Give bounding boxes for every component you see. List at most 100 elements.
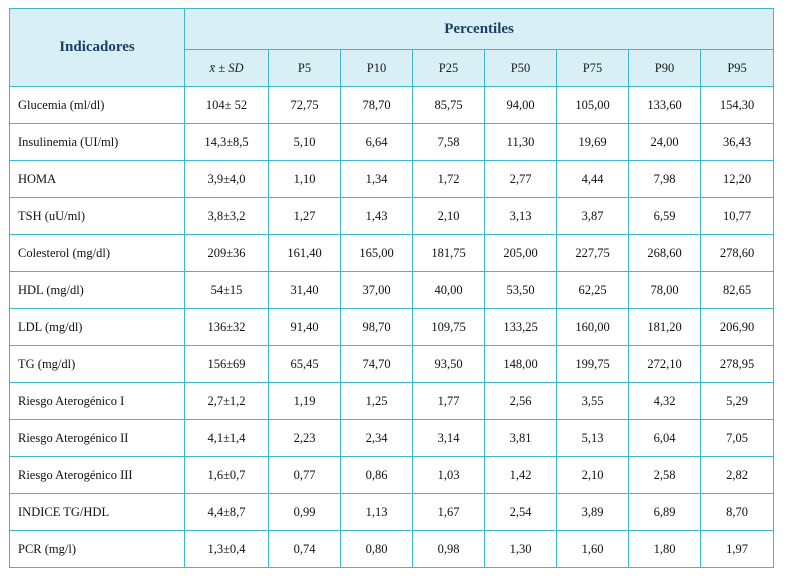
cell-p50: 1,30 — [484, 530, 557, 568]
cell-p50: 11,30 — [484, 123, 557, 161]
cell-p95: 7,05 — [699, 419, 775, 457]
cell-p10: 1,43 — [340, 197, 413, 235]
cell-p90: 6,89 — [628, 493, 701, 531]
cell-p5: 1,27 — [268, 197, 341, 235]
cell-p25: 1,67 — [412, 493, 485, 531]
cell-p95: 36,43 — [699, 123, 775, 161]
cell-p90: 4,32 — [628, 382, 701, 420]
percentiles-table: Indicadores Percentiles x̄ ± SD P5 P10 P… — [9, 8, 775, 568]
subheader-p50: P50 — [484, 49, 557, 87]
cell-p75: 3,55 — [556, 382, 629, 420]
cell-p95: 154,30 — [699, 86, 775, 124]
row-label: Riesgo Aterogénico II — [9, 419, 185, 457]
row-label: HDL (mg/dl) — [9, 271, 185, 309]
cell-p95: 278,60 — [699, 234, 775, 272]
row-label: LDL (mg/dl) — [9, 308, 185, 346]
cell-p10: 74,70 — [340, 345, 413, 383]
cell-p75: 105,00 — [556, 86, 629, 124]
cell-mean-sd: 4,4±8,7 — [184, 493, 269, 531]
cell-p25: 93,50 — [412, 345, 485, 383]
cell-p5: 0,99 — [268, 493, 341, 531]
cell-p75: 62,25 — [556, 271, 629, 309]
cell-mean-sd: 2,7±1,2 — [184, 382, 269, 420]
cell-p50: 2,77 — [484, 160, 557, 198]
cell-mean-sd: 3,8±3,2 — [184, 197, 269, 235]
cell-p95: 278,95 — [699, 345, 775, 383]
cell-p90: 268,60 — [628, 234, 701, 272]
cell-mean-sd: 1,3±0,4 — [184, 530, 269, 568]
cell-p50: 3,13 — [484, 197, 557, 235]
percentiles-table-container: Indicadores Percentiles x̄ ± SD P5 P10 P… — [9, 8, 775, 568]
cell-p90: 181,20 — [628, 308, 701, 346]
row-label: PCR (mg/l) — [9, 530, 185, 568]
cell-p25: 1,03 — [412, 456, 485, 494]
cell-p90: 24,00 — [628, 123, 701, 161]
cell-p90: 6,59 — [628, 197, 701, 235]
cell-p50: 94,00 — [484, 86, 557, 124]
table-row: HDL (mg/dl) 54±15 31,40 37,00 40,00 53,50 62,2… — [9, 271, 775, 309]
cell-p10: 37,00 — [340, 271, 413, 309]
cell-p75: 1,60 — [556, 530, 629, 568]
cell-p5: 72,75 — [268, 86, 341, 124]
cell-p5: 65,45 — [268, 345, 341, 383]
cell-p95: 10,77 — [699, 197, 775, 235]
table-row: Riesgo Aterogénico II 4,1±1,4 2,23 2,34 3,14… — [9, 419, 775, 457]
cell-p95: 5,29 — [699, 382, 775, 420]
cell-p5: 5,10 — [268, 123, 341, 161]
cell-p90: 78,00 — [628, 271, 701, 309]
cell-mean-sd: 136±32 — [184, 308, 269, 346]
cell-mean-sd: 3,9±4,0 — [184, 160, 269, 198]
cell-p10: 1,13 — [340, 493, 413, 531]
subheader-p10: P10 — [340, 49, 413, 87]
cell-p90: 133,60 — [628, 86, 701, 124]
cell-p95: 2,82 — [699, 456, 775, 494]
cell-p95: 206,90 — [699, 308, 775, 346]
table-body: Glucemia (ml/dl) 104± 52 72,75 78,70 85,75 94… — [9, 86, 775, 568]
cell-p5: 2,23 — [268, 419, 341, 457]
row-label: Colesterol (mg/dl) — [9, 234, 185, 272]
cell-p95: 8,70 — [699, 493, 775, 531]
cell-p75: 5,13 — [556, 419, 629, 457]
cell-p75: 2,10 — [556, 456, 629, 494]
row-label: TSH (uU/ml) — [9, 197, 185, 235]
subheader-mean-sd: x̄ ± SD — [184, 49, 269, 87]
table-row: LDL (mg/dl) 136±32 91,40 98,70 109,75 133,25 1… — [9, 308, 775, 346]
table-row: TSH (uU/ml) 3,8±3,2 1,27 1,43 2,10 3,13 3,87 6,… — [9, 197, 775, 235]
cell-p50: 133,25 — [484, 308, 557, 346]
cell-mean-sd: 4,1±1,4 — [184, 419, 269, 457]
cell-p95: 1,97 — [699, 530, 775, 568]
cell-p10: 6,64 — [340, 123, 413, 161]
table-row: Riesgo Aterogénico I 2,7±1,2 1,19 1,25 1,77 2… — [9, 382, 775, 420]
cell-p25: 7,58 — [412, 123, 485, 161]
cell-p25: 1,77 — [412, 382, 485, 420]
cell-p50: 205,00 — [484, 234, 557, 272]
cell-mean-sd: 54±15 — [184, 271, 269, 309]
cell-p75: 227,75 — [556, 234, 629, 272]
cell-p50: 2,56 — [484, 382, 557, 420]
table-row: TG (mg/dl) 156±69 65,45 74,70 93,50 148,00 199… — [9, 345, 775, 383]
header-row-top: Indicadores Percentiles — [9, 8, 775, 87]
subheader-p95: P95 — [699, 49, 775, 87]
cell-p5: 31,40 — [268, 271, 341, 309]
table-row: Insulinemia (UI/ml) 14,3±8,5 5,10 6,64 7,58 1… — [9, 123, 775, 161]
cell-p90: 2,58 — [628, 456, 701, 494]
cell-mean-sd: 14,3±8,5 — [184, 123, 269, 161]
header-row-sub: x̄ ± SD P5 P10 P25 P50 P75 P90 P95 — [10, 49, 775, 87]
cell-p50: 1,42 — [484, 456, 557, 494]
cell-p5: 0,74 — [268, 530, 341, 568]
cell-p10: 98,70 — [340, 308, 413, 346]
cell-p25: 0,98 — [412, 530, 485, 568]
cell-p75: 3,89 — [556, 493, 629, 531]
indicators-header: Indicadores — [9, 8, 185, 87]
cell-p90: 6,04 — [628, 419, 701, 457]
row-label: TG (mg/dl) — [9, 345, 185, 383]
table-row: Colesterol (mg/dl) 209±36 161,40 165,00 181,… — [9, 234, 775, 272]
cell-mean-sd: 209±36 — [184, 234, 269, 272]
table-row: Glucemia (ml/dl) 104± 52 72,75 78,70 85,75 94… — [9, 86, 775, 124]
cell-p75: 4,44 — [556, 160, 629, 198]
subheader-p5: P5 — [268, 49, 341, 87]
cell-mean-sd: 1,6±0,7 — [184, 456, 269, 494]
row-label: Glucemia (ml/dl) — [9, 86, 185, 124]
cell-p75: 160,00 — [556, 308, 629, 346]
subheader-p25: P25 — [412, 49, 485, 87]
